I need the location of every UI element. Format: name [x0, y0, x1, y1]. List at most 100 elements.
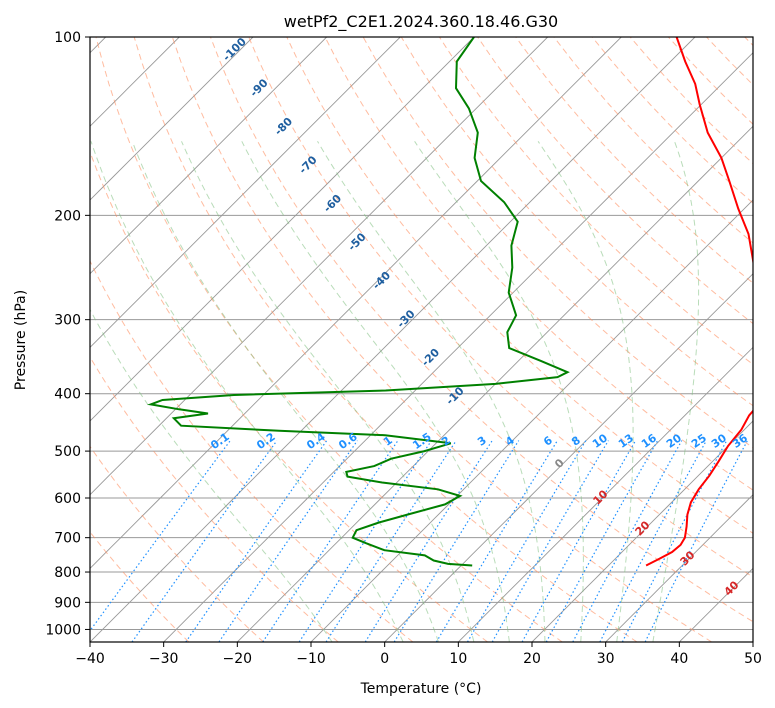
- y-tick-label: 500: [54, 444, 81, 460]
- dry-adiabat: [248, 37, 753, 578]
- dry-adiabat: [90, 445, 264, 642]
- mixing-ratio-label: 20: [664, 431, 684, 451]
- moist-adiabat: [414, 141, 584, 642]
- isotherm-line: [384, 273, 753, 642]
- mixing-ratio-line: [599, 440, 707, 642]
- isotherm-line: [90, 37, 475, 422]
- dry-adiabat-label: -60: [321, 192, 344, 215]
- x-tick-label: 20: [523, 651, 541, 667]
- dry-adiabat: [90, 356, 339, 642]
- moist-adiabat: [181, 141, 475, 642]
- mixing-ratio-line: [491, 440, 609, 642]
- dry-adiabat-label: -70: [296, 153, 319, 176]
- mixing-ratio-line: [466, 440, 587, 642]
- y-tick-label: 600: [54, 491, 81, 507]
- isotherm-line: [90, 37, 401, 348]
- mixing-ratio-label: 6: [541, 433, 555, 448]
- dry-adiabat: [591, 37, 753, 204]
- isotherm-line: [90, 37, 696, 642]
- x-tick-label: 0: [380, 651, 389, 667]
- mixing-ratio-line: [521, 440, 637, 642]
- dry-adiabat-label: -20: [419, 346, 442, 369]
- grid-layer: [90, 37, 753, 642]
- moist-adiabat: [90, 141, 404, 642]
- temperature-line: [645, 37, 753, 567]
- mixing-ratio-label: 36: [730, 431, 750, 451]
- dry-adiabat: [324, 37, 753, 491]
- axes: −40 −30 −20 −10 0 10 20 30 40 5010020030040050060…: [45, 30, 762, 667]
- moist-adiabat-label: 30: [678, 548, 698, 568]
- mixing-ratio-label: 0.1: [208, 430, 231, 452]
- mixing-ratio-label: 3: [475, 434, 489, 449]
- isotherm-line: [90, 37, 254, 201]
- isotherm-line: [90, 37, 622, 569]
- data-layer: [147, 37, 753, 567]
- mixing-ratio-label: 0.2: [254, 430, 277, 452]
- x-tick-label: 10: [449, 651, 467, 667]
- dry-adiabat-label: -80: [272, 115, 295, 138]
- mixing-ratio-label: 25: [689, 431, 709, 450]
- dry-adiabat: [171, 37, 712, 642]
- moist-adiabat: [317, 141, 546, 642]
- isotherm-line: [236, 125, 753, 642]
- x-tick-label: 30: [597, 651, 615, 667]
- dry-adiabat: [95, 37, 563, 642]
- mixing-ratio-line: [435, 440, 558, 642]
- mixing-ratio-line: [218, 440, 358, 642]
- y-axis-label: Pressure (hPa): [13, 290, 29, 390]
- mixing-ratio-line: [298, 440, 432, 642]
- y-tick-label: 200: [54, 208, 81, 224]
- isotherm-line: [457, 346, 753, 642]
- isotherm-line: [531, 420, 753, 642]
- mixing-ratio-line: [545, 440, 659, 642]
- mixing-ratio-line: [131, 440, 278, 642]
- isotherm-line: [678, 567, 753, 642]
- y-tick-label: 300: [54, 313, 81, 329]
- mixing-ratio-line: [393, 440, 520, 642]
- mixing-ratio-label: 16: [639, 431, 659, 451]
- plot-frame: [89, 36, 754, 643]
- y-tick-label: 700: [54, 531, 81, 547]
- mixing-ratio-line: [572, 440, 683, 642]
- dry-adiabat-label: -50: [345, 230, 368, 253]
- dry-adiabat-label: -40: [370, 269, 393, 292]
- moist-adiabat: [652, 141, 700, 642]
- x-tick-label: 50: [744, 651, 762, 667]
- moist-adiabat-label: 40: [722, 578, 742, 598]
- y-tick-label: 1000: [45, 622, 81, 638]
- x-tick-label: −20: [223, 651, 253, 667]
- dry-adiabat-label: -100: [220, 35, 249, 64]
- mixing-ratio-line: [644, 440, 748, 642]
- y-tick-label: 400: [54, 387, 81, 403]
- x-tick-label: −30: [149, 651, 179, 667]
- x-tick-label: −10: [296, 651, 326, 667]
- isotherm-line: [310, 199, 753, 642]
- moist-adiabat: [241, 141, 510, 642]
- moist-adiabat: [537, 141, 634, 642]
- isotherm-line: [90, 37, 549, 496]
- y-tick-label: 800: [54, 565, 81, 581]
- dry-adiabat: [286, 37, 753, 534]
- dry-adiabat: [553, 37, 753, 244]
- isotherm-line: [605, 494, 753, 642]
- x-tick-label: 40: [670, 651, 688, 667]
- isotherm-line: [163, 52, 753, 642]
- mixing-ratio-line: [364, 440, 493, 642]
- mixing-ratio-label: 4: [503, 433, 517, 448]
- moist-adiabat-label: 10: [591, 487, 611, 507]
- chart-title: wetPf2_C2E1.2024.360.18.46.G30: [284, 12, 558, 32]
- moist-adiabat: [131, 141, 439, 642]
- moist-adiabat: [90, 308, 333, 642]
- mixing-ratio-line: [90, 440, 231, 632]
- dry-adiabat: [133, 37, 638, 642]
- mixing-ratio-line: [621, 440, 728, 642]
- y-tick-label: 900: [54, 595, 81, 611]
- dry-adiabat: [210, 37, 753, 623]
- dry-adiabat: [744, 37, 753, 47]
- x-axis-label: Temperature (°C): [360, 681, 482, 697]
- mixing-ratio-line: [185, 440, 328, 642]
- dewpoint-line: [147, 37, 570, 567]
- y-tick-label: 100: [54, 30, 81, 46]
- moist-adiabat-label: 20: [633, 518, 653, 538]
